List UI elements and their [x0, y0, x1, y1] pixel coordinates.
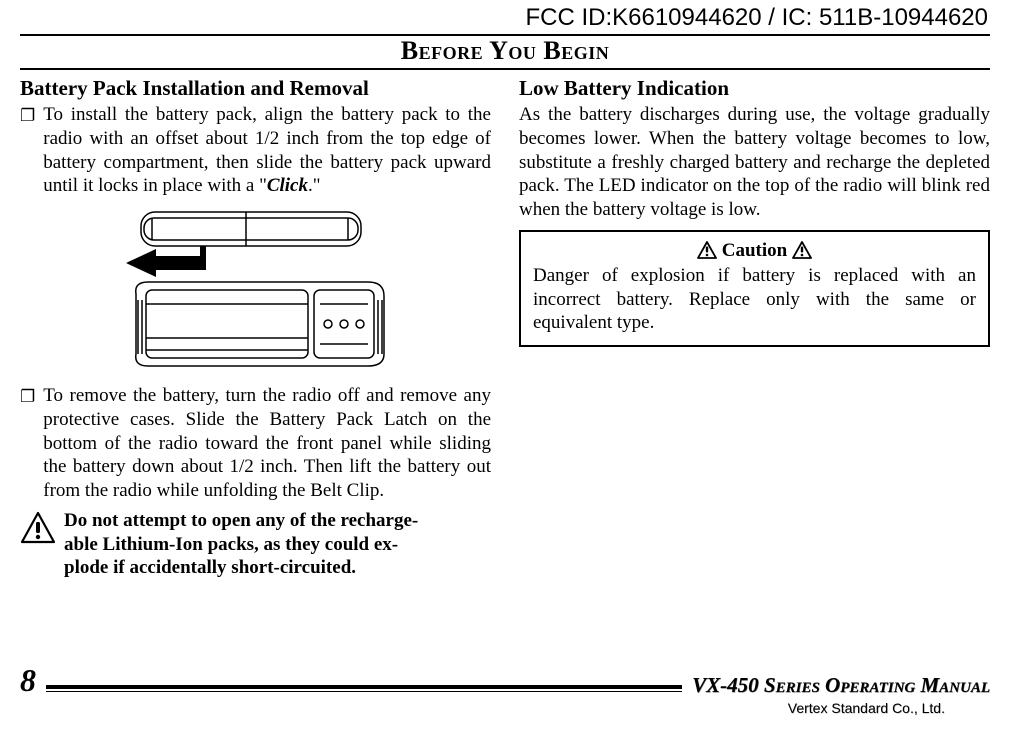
battery-install-figure	[96, 204, 416, 374]
footer-line: 8 VX-450 Series Operating Manual	[20, 664, 990, 698]
bullet-icon: ❐	[20, 103, 35, 198]
manual-title: VX-450 Series Operating Manual	[692, 675, 990, 698]
right-column: Low Battery Indication As the battery di…	[519, 76, 990, 580]
page-number: 8	[20, 664, 36, 698]
caution-icon-right	[792, 241, 812, 259]
fcc-id-line: FCC ID:K6610944620 / IC: 511B-10944620	[20, 4, 990, 32]
section-title: Before You Begin	[20, 36, 990, 70]
low-battery-para: As the battery discharges during use, th…	[519, 103, 990, 222]
warn-l1: Do not attempt to open any of the rechar…	[64, 510, 418, 531]
warn-l2: able Lithium-Ion packs, as they could ex…	[64, 534, 398, 555]
bullet-icon: ❐	[20, 384, 35, 503]
caution-icon-left	[697, 241, 717, 259]
caution-box: Caution Danger of explosion if battery i…	[519, 230, 990, 347]
left-heading: Battery Pack Installation and Removal	[20, 76, 491, 101]
caution-label: Caution	[722, 240, 787, 261]
footer-rules	[46, 685, 682, 698]
left-column: Battery Pack Installation and Removal ❐ …	[20, 76, 491, 580]
warning-block: Do not attempt to open any of the rechar…	[20, 509, 491, 580]
company-name: Vertex Standard Co., Ltd.	[20, 700, 990, 716]
warning-text: Do not attempt to open any of the rechar…	[64, 509, 491, 580]
warn-l3: plode if accidentally short-circuited.	[64, 557, 356, 578]
click-word: Click	[267, 175, 308, 196]
warning-icon	[20, 509, 56, 580]
install-text: To install the battery pack, align the b…	[43, 103, 491, 198]
install-post: ."	[308, 175, 321, 196]
caution-text: Danger of explosion if battery is replac…	[533, 264, 976, 335]
remove-text: To remove the battery, turn the radio of…	[43, 384, 491, 503]
remove-item: ❐ To remove the battery, turn the radio …	[20, 384, 491, 503]
caution-heading: Caution	[533, 240, 976, 262]
page-footer: 8 VX-450 Series Operating Manual Vertex …	[20, 664, 990, 716]
right-heading: Low Battery Indication	[519, 76, 990, 101]
install-item: ❐ To install the battery pack, align the…	[20, 103, 491, 198]
content-columns: Battery Pack Installation and Removal ❐ …	[20, 70, 990, 580]
